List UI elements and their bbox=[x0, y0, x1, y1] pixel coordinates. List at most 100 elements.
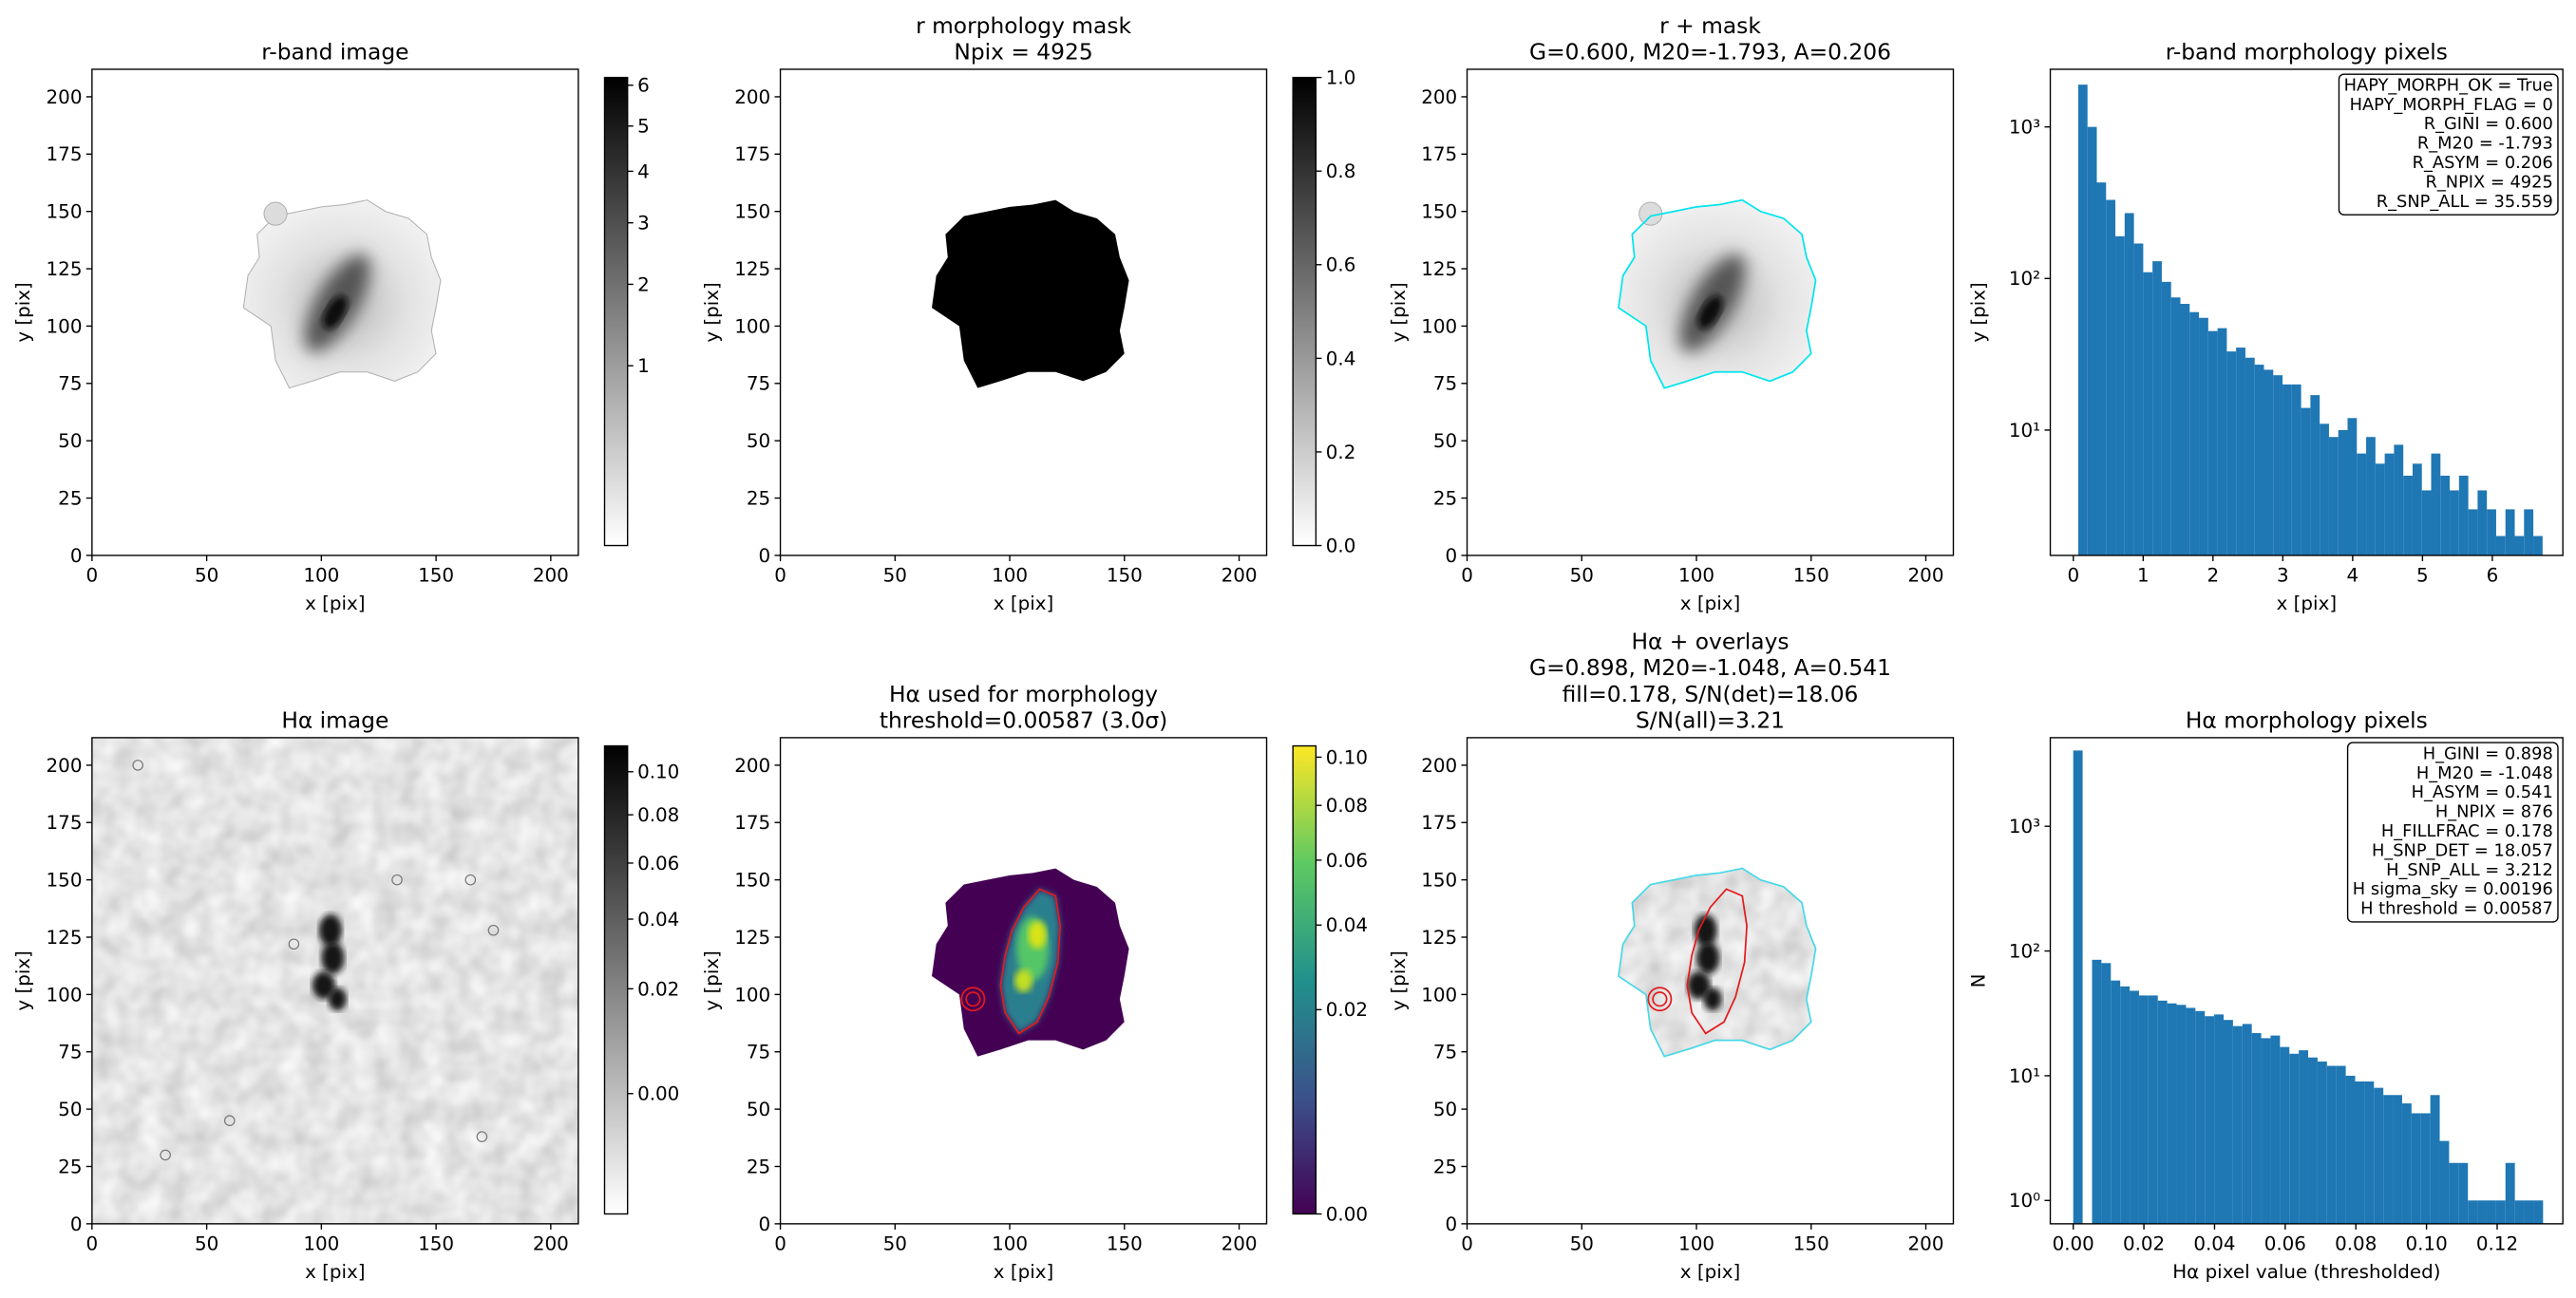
x-tick-label: 0 bbox=[774, 565, 786, 587]
x-tick-label: 100 bbox=[1678, 1233, 1714, 1255]
speck bbox=[288, 938, 300, 950]
panel-title: r-band image bbox=[261, 39, 408, 66]
bar bbox=[2096, 182, 2107, 555]
bar bbox=[2401, 1103, 2412, 1224]
plot-area bbox=[242, 199, 442, 389]
y-tick-label: 200 bbox=[734, 755, 770, 777]
bar bbox=[2393, 1095, 2402, 1224]
plot-area bbox=[2077, 85, 2543, 555]
galaxy-core bbox=[1697, 295, 1723, 329]
x-axis-label: x [pix] bbox=[2277, 593, 2338, 614]
y-tick-label: 10² bbox=[2009, 940, 2040, 962]
y-tick-label: 25 bbox=[1433, 1156, 1457, 1177]
annotation-line: R_NPIX = 4925 bbox=[2426, 172, 2553, 192]
detection-ring bbox=[960, 987, 986, 1012]
y-tick-label: 10² bbox=[2009, 268, 2040, 290]
panel-title: threshold=0.00587 (3.0σ) bbox=[880, 707, 1167, 734]
x-tick-label: 150 bbox=[418, 1233, 454, 1255]
x-tick-label: 100 bbox=[303, 1233, 339, 1255]
bar bbox=[2326, 1065, 2337, 1224]
axes-frame bbox=[91, 737, 579, 1225]
bar bbox=[2487, 509, 2496, 555]
axes-frame bbox=[779, 68, 1268, 556]
y-tick-label: 150 bbox=[1421, 201, 1457, 223]
bar bbox=[2524, 509, 2534, 555]
galaxy-core bbox=[323, 295, 348, 329]
annotation-line: H_ASYM = 0.541 bbox=[2412, 782, 2553, 802]
bar bbox=[2232, 1025, 2243, 1224]
bar bbox=[2357, 453, 2367, 555]
annotation-line: H_NPIX = 876 bbox=[2435, 802, 2553, 822]
bar bbox=[2282, 384, 2292, 555]
bar bbox=[2170, 297, 2181, 555]
bar bbox=[2291, 384, 2301, 555]
bar bbox=[2505, 1162, 2515, 1224]
y-axis-label: y [pix] bbox=[12, 950, 34, 1011]
y-tick-label: 25 bbox=[747, 1156, 770, 1177]
panel-title: Npix = 4925 bbox=[954, 39, 1092, 66]
colorbar-tick-label: 0.10 bbox=[637, 762, 679, 783]
x-tick-label: 100 bbox=[992, 1233, 1028, 1255]
y-axis-label: y [pix] bbox=[701, 282, 723, 343]
colorbar bbox=[1292, 744, 1317, 1215]
x-tick-label: 200 bbox=[533, 1233, 569, 1255]
x-tick-label: 150 bbox=[1107, 565, 1143, 587]
colorbar-tick-label: 0.02 bbox=[1326, 999, 1368, 1021]
bar bbox=[2280, 1046, 2290, 1224]
y-tick-label: 150 bbox=[47, 201, 83, 223]
bar bbox=[2180, 304, 2190, 555]
bar bbox=[2383, 1095, 2394, 1224]
y-tick-label: 25 bbox=[1433, 487, 1457, 509]
bar bbox=[2101, 963, 2112, 1224]
x-axis-label: x [pix] bbox=[305, 1261, 366, 1283]
bar bbox=[2375, 463, 2385, 555]
colorbar-tick-label: 0.06 bbox=[1326, 850, 1368, 872]
x-tick-label: 0 bbox=[774, 1233, 786, 1255]
colorbar-tick-label: 2 bbox=[637, 273, 650, 295]
galaxy-knot bbox=[263, 201, 288, 226]
x-tick-label: 50 bbox=[883, 1233, 907, 1255]
detection-contour bbox=[999, 888, 1061, 1035]
bar bbox=[2514, 1200, 2525, 1224]
detection-ring bbox=[1647, 987, 1673, 1012]
colorbar bbox=[603, 76, 629, 547]
x-tick-label: 200 bbox=[1222, 565, 1258, 587]
colorbar-tick-label: 5 bbox=[637, 116, 650, 138]
bar bbox=[2301, 407, 2311, 555]
bar bbox=[2263, 369, 2274, 555]
y-tick-label: 0 bbox=[759, 545, 771, 567]
bar bbox=[2495, 536, 2506, 555]
y-tick-label: 75 bbox=[1433, 373, 1457, 395]
bar bbox=[2189, 311, 2200, 555]
y-tick-label: 125 bbox=[47, 927, 83, 949]
colorbar-tick-label: 0.6 bbox=[1326, 254, 1356, 276]
x-tick-label: 6 bbox=[2487, 565, 2499, 587]
speck bbox=[464, 874, 477, 886]
bar bbox=[2251, 1032, 2262, 1224]
colorbar-tick-label: 3 bbox=[637, 213, 650, 235]
colorbar-tick-label: 0.00 bbox=[637, 1083, 679, 1105]
bar bbox=[2430, 1095, 2440, 1224]
colorbar-tick-label: 0.08 bbox=[1326, 795, 1368, 817]
bar bbox=[2205, 1016, 2215, 1224]
x-axis-label: x [pix] bbox=[994, 1261, 1054, 1283]
bar bbox=[2431, 453, 2441, 555]
panel-title: S/N(all)=3.21 bbox=[1636, 707, 1785, 734]
annotation-line: H_GINI = 0.898 bbox=[2423, 743, 2553, 763]
bar bbox=[2477, 1200, 2487, 1224]
x-axis-label: x [pix] bbox=[1680, 593, 1741, 614]
bar bbox=[2143, 272, 2153, 555]
y-axis-label: y [pix] bbox=[701, 950, 723, 1011]
bar bbox=[2328, 437, 2339, 555]
y-axis-label: y [pix] bbox=[1388, 282, 1410, 343]
bar bbox=[2226, 351, 2237, 555]
x-tick-label: 4 bbox=[2347, 565, 2359, 587]
y-tick-label: 25 bbox=[58, 487, 82, 509]
plot-area bbox=[91, 737, 578, 1224]
y-tick-label: 50 bbox=[1433, 1099, 1457, 1120]
x-tick-label: 150 bbox=[1793, 1233, 1829, 1255]
noise-field bbox=[91, 737, 578, 1224]
